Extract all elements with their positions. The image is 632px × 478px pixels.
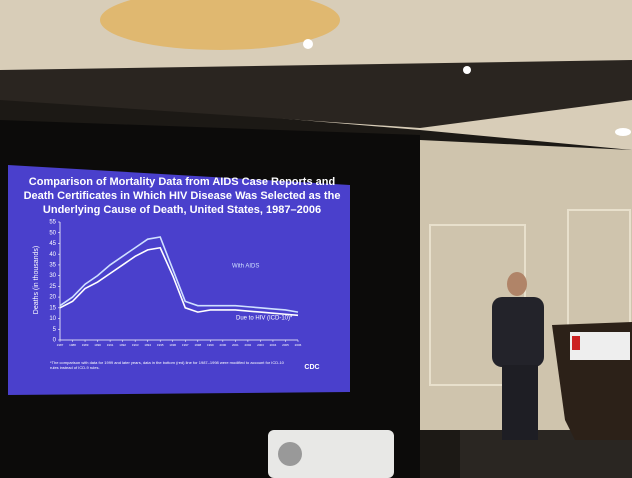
chart-title: Comparison of Mortality Data from AIDS C… <box>29 176 335 188</box>
x-tick-label: 1997 <box>182 343 189 347</box>
x-tick-label: 1987 <box>57 343 64 347</box>
footnote-box: *The comparison with data for 1999 and l… <box>50 360 290 382</box>
scene: Comparison of Mortality Data from AIDS C… <box>0 0 632 478</box>
x-tick-label: 1989 <box>82 343 89 347</box>
projector-lens <box>278 442 302 466</box>
x-tick-label: 1999 <box>207 343 214 347</box>
series-label: Due to HIV (ICD-10)* <box>236 316 293 322</box>
person-jacket <box>492 297 544 367</box>
chart-subtitle: Death Certificates in Which HIV Disease … <box>24 190 341 202</box>
podium-flag <box>572 336 580 350</box>
light <box>463 66 471 74</box>
x-tick-label: 1988 <box>69 343 76 347</box>
y-tick-label: 10 <box>49 316 56 322</box>
y-tick-label: 35 <box>49 262 56 268</box>
y-tick-label: 55 <box>49 220 56 226</box>
x-tick-label: 1990 <box>94 343 101 347</box>
y-tick-label: 20 <box>49 295 56 301</box>
x-tick-label: 1992 <box>119 343 126 347</box>
x-tick-label: 2003 <box>257 343 264 347</box>
x-tick-label: 1995 <box>157 343 164 347</box>
footnote: *The comparison with data for 1999 and l… <box>50 360 290 370</box>
person-legs <box>502 365 538 440</box>
x-tick-label: 1996 <box>169 343 176 347</box>
chart-subtitle: Underlying Cause of Death, United States… <box>43 204 321 216</box>
light <box>615 128 631 136</box>
x-tick-label: 2005 <box>282 343 289 347</box>
logo: CDC <box>304 364 319 371</box>
x-tick-label: 2004 <box>270 343 277 347</box>
x-tick-label: 2001 <box>232 343 239 347</box>
page: {"chart_data": {"type": "line", "title":… <box>0 0 632 478</box>
y-axis-label: Deaths (in thousands) <box>33 246 40 314</box>
y-tick-label: 25 <box>49 284 56 290</box>
y-tick-label: 50 <box>49 230 56 236</box>
y-tick-label: 30 <box>49 273 56 279</box>
y-tick-label: 15 <box>49 305 56 311</box>
x-tick-label: 1991 <box>107 343 114 347</box>
light <box>303 39 313 49</box>
x-tick-label: 1994 <box>144 343 151 347</box>
x-tick-label: 2006 <box>295 343 302 347</box>
x-tick-label: 1998 <box>194 343 201 347</box>
x-tick-label: 1993 <box>132 343 139 347</box>
person-head <box>507 272 527 296</box>
y-tick-label: 45 <box>49 241 56 247</box>
x-tick-label: 2000 <box>219 343 226 347</box>
y-tick-label: 40 <box>49 252 56 258</box>
x-tick-label: 2002 <box>245 343 252 347</box>
series-label: With AIDS <box>232 264 259 270</box>
